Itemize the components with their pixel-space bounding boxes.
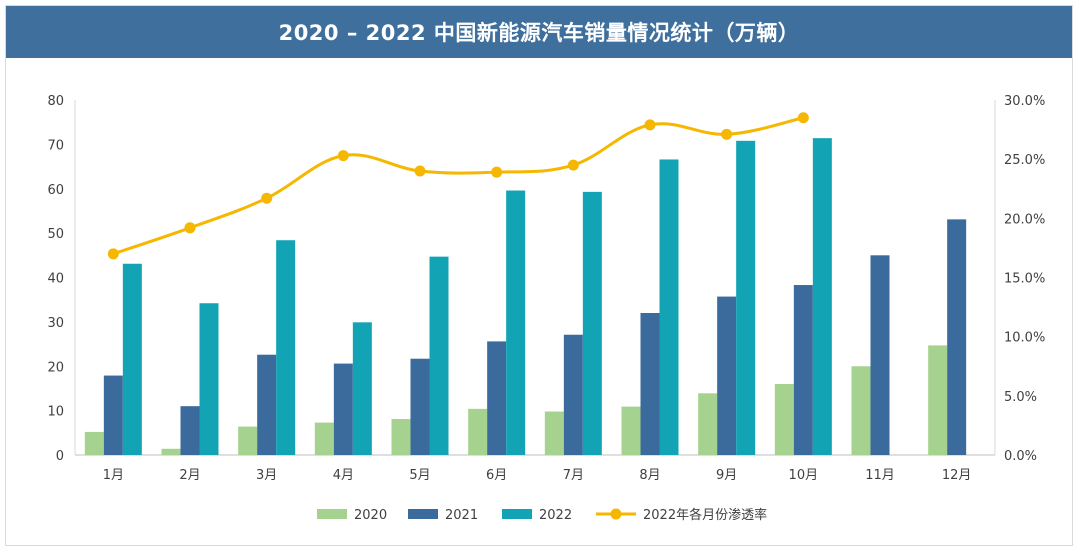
y-left-tick-label: 10 [47, 405, 64, 420]
legend-label: 2022年各月份渗透率 [643, 507, 767, 523]
bar-2021 [947, 219, 967, 455]
bar-2022 [352, 322, 372, 455]
bar-2022 [582, 191, 602, 455]
bar-2020 [698, 393, 718, 455]
bar-2021 [793, 285, 813, 455]
y-right-tick-label: 0.0% [1004, 449, 1037, 464]
bar-2022 [429, 256, 449, 455]
bar-2021 [333, 363, 353, 455]
bar-2020 [238, 426, 258, 455]
penetration-point [184, 222, 196, 234]
bar-2021 [563, 334, 583, 455]
bar-2021 [180, 406, 200, 455]
bar-2020 [84, 431, 104, 455]
x-tick-label: 4月 [333, 468, 354, 483]
chart-title: 2020 – 2022 中国新能源汽车销量情况统计（万辆） [6, 6, 1072, 58]
y-left-tick-label: 70 [47, 138, 64, 153]
bar-2022 [506, 190, 526, 455]
x-tick-label: 10月 [789, 468, 819, 483]
x-tick-label: 3月 [256, 468, 277, 483]
y-left-tick-label: 40 [47, 272, 64, 287]
bar-2021 [103, 375, 123, 455]
y-left-tick-label: 50 [47, 227, 64, 242]
penetration-line [112, 116, 804, 256]
penetration-point [721, 128, 733, 140]
bar-2022 [812, 138, 832, 455]
bar-2020 [928, 345, 948, 455]
x-tick-label: 7月 [563, 468, 584, 483]
legend-swatch-2022 [502, 509, 532, 519]
bar-2020 [774, 384, 794, 455]
x-tick-label: 11月 [865, 468, 895, 483]
bar-2021 [717, 296, 737, 455]
y-right-tick-label: 30.0% [1004, 94, 1045, 109]
bar-2020 [468, 408, 488, 455]
penetration-point [491, 166, 503, 178]
penetration-point [107, 248, 119, 260]
bar-2021 [640, 313, 660, 455]
penetration-point [261, 192, 273, 204]
bar-2022 [659, 159, 679, 455]
y-right-tick-label: 10.0% [1004, 331, 1045, 346]
x-tick-label: 12月 [942, 468, 972, 483]
bar-2022 [122, 263, 142, 455]
bar-2020 [851, 366, 871, 455]
x-tick-label: 1月 [103, 468, 124, 483]
legend-line-marker [610, 508, 622, 520]
bar-2020 [621, 406, 641, 455]
legend-swatch-2021 [408, 509, 438, 519]
y-right-tick-label: 20.0% [1004, 212, 1045, 227]
bar-2020 [391, 419, 411, 455]
legend-label: 2021 [445, 508, 478, 523]
y-left-tick-label: 30 [47, 316, 64, 331]
x-tick-label: 2月 [179, 468, 200, 483]
y-right-tick-label: 15.0% [1004, 272, 1045, 287]
penetration-point [414, 165, 426, 177]
bar-2020 [314, 422, 334, 455]
penetration-point [337, 150, 349, 162]
penetration-point [644, 119, 656, 131]
bar-2020 [544, 411, 564, 455]
chart-frame: 2020 – 2022 中国新能源汽车销量情况统计（万辆） [5, 5, 1073, 546]
bar-2022 [276, 240, 296, 455]
bar-2021 [487, 341, 507, 455]
y-left-tick-label: 0 [56, 449, 64, 464]
bar-2021 [410, 358, 430, 455]
x-tick-label: 6月 [486, 468, 507, 483]
x-tick-label: 9月 [716, 468, 737, 483]
bar-2022 [199, 303, 219, 455]
bar-2022 [736, 140, 756, 455]
x-tick-label: 8月 [639, 468, 660, 483]
penetration-point [797, 112, 809, 124]
legend-label: 2022 [539, 508, 572, 523]
penetration-point [567, 159, 579, 171]
y-left-tick-label: 20 [47, 360, 64, 375]
bar-2021 [870, 255, 890, 455]
x-tick-label: 5月 [409, 468, 430, 483]
bar-2021 [257, 354, 277, 455]
legend-swatch-2020 [317, 509, 347, 519]
legend-label: 2020 [354, 508, 387, 523]
y-left-tick-label: 60 [47, 183, 64, 198]
bar-2020 [161, 448, 181, 455]
y-right-tick-label: 5.0% [1004, 390, 1037, 405]
y-right-tick-label: 25.0% [1004, 153, 1045, 168]
y-left-tick-label: 80 [47, 94, 64, 109]
